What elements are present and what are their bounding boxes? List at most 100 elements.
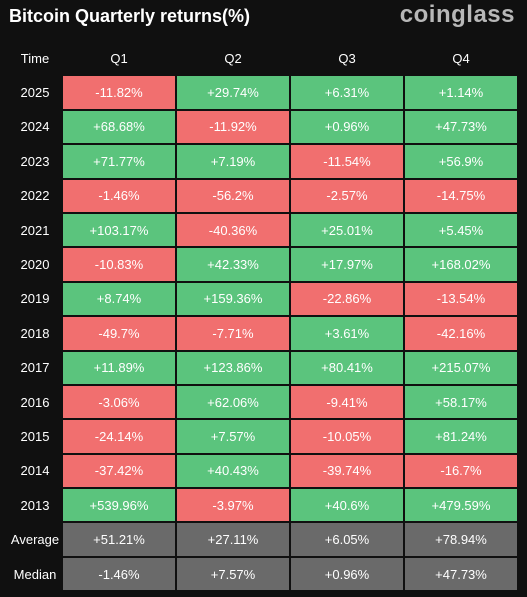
- summary-label: Median: [13, 566, 57, 582]
- summary-row: Average +51.21% +27.11% +6.05% +78.94%: [9, 523, 517, 556]
- return-cell: -14.75%: [405, 179, 517, 212]
- summary-cell: +27.11%: [177, 523, 289, 556]
- summary-label: Average: [10, 532, 60, 548]
- return-cell: +7.19%: [177, 145, 289, 178]
- return-cell: -13.54%: [405, 282, 517, 316]
- return-cell: -10.05%: [291, 420, 403, 453]
- return-cell: -11.82%: [63, 76, 175, 109]
- return-cell: +479.59%: [405, 489, 517, 522]
- return-cell: -22.86%: [291, 282, 403, 316]
- column-header-q3: Q3: [338, 50, 356, 66]
- return-cell: +159.36%: [177, 282, 289, 316]
- return-cell: +0.96%: [291, 110, 403, 144]
- table-row: 2021 +103.17% -40.36% +25.01% +5.45%: [9, 213, 517, 247]
- return-cell: +11.89%: [63, 351, 175, 384]
- return-cell: +25.01%: [291, 213, 403, 247]
- table-row: 2015 -24.14% +7.57% -10.05% +81.24%: [9, 420, 517, 453]
- return-cell: +40.43%: [177, 454, 289, 488]
- return-cell: +539.96%: [63, 489, 175, 522]
- return-cell: +40.6%: [291, 489, 403, 522]
- return-cell: -3.97%: [177, 489, 289, 522]
- year-label: 2024: [20, 119, 50, 135]
- year-label: 2018: [20, 325, 50, 341]
- return-cell: -39.74%: [291, 454, 403, 488]
- return-cell: -42.16%: [405, 317, 517, 350]
- return-cell: +7.57%: [177, 420, 289, 453]
- column-header-q1: Q1: [110, 50, 128, 66]
- return-cell: +168.02%: [405, 248, 517, 281]
- table-body: 2025 -11.82% +29.74% +6.31% +1.14% 2024 +68.68…: [9, 76, 517, 591]
- table-row: 2016 -3.06% +62.06% -9.41% +58.17%: [9, 385, 517, 419]
- year-label: 2023: [20, 153, 50, 169]
- return-cell: +8.74%: [63, 282, 175, 316]
- return-cell: -16.7%: [405, 454, 517, 488]
- return-cell: +42.33%: [177, 248, 289, 281]
- table-row: 2017 +11.89% +123.86% +80.41% +215.07%: [9, 351, 517, 384]
- return-cell: +215.07%: [405, 351, 517, 384]
- header-row: Time Q1 Q2 Q3 Q4: [9, 42, 517, 74]
- return-cell: -37.42%: [63, 454, 175, 488]
- table-row: 2025 -11.82% +29.74% +6.31% +1.14%: [9, 76, 517, 109]
- year-label: 2025: [20, 85, 50, 101]
- summary-cell: +51.21%: [63, 523, 175, 556]
- return-cell: -24.14%: [63, 420, 175, 453]
- return-cell: +6.31%: [291, 76, 403, 109]
- table-row: 2018 -49.7% -7.71% +3.61% -42.16%: [9, 317, 517, 350]
- quarterly-returns-table: Time Q1 Q2 Q3 Q4 2025 -11.82% +29.74% +6.31…: [7, 40, 519, 592]
- return-cell: -1.46%: [63, 179, 175, 212]
- table-row: 2023 +71.77% +7.19% -11.54% +56.9%: [9, 145, 517, 178]
- summary-cell: -1.46%: [63, 557, 175, 591]
- return-cell: -2.57%: [291, 179, 403, 212]
- year-label: 2014: [20, 463, 50, 479]
- column-header-q2: Q2: [224, 50, 242, 66]
- summary-cell: +7.57%: [177, 557, 289, 591]
- column-header-q4: Q4: [452, 50, 470, 66]
- table-row: 2013 +539.96% -3.97% +40.6% +479.59%: [9, 489, 517, 522]
- return-cell: +81.24%: [405, 420, 517, 453]
- summary-cell: +78.94%: [405, 523, 517, 556]
- year-label: 2019: [20, 291, 50, 307]
- return-cell: +17.97%: [291, 248, 403, 281]
- return-cell: -11.54%: [291, 145, 403, 178]
- return-cell: +5.45%: [405, 213, 517, 247]
- return-cell: -11.92%: [177, 110, 289, 144]
- return-cell: +47.73%: [405, 110, 517, 144]
- summary-cell: +0.96%: [291, 557, 403, 591]
- year-label: 2022: [20, 188, 50, 204]
- return-cell: +3.61%: [291, 317, 403, 350]
- table-row: 2024 +68.68% -11.92% +0.96% +47.73%: [9, 110, 517, 144]
- return-cell: -40.36%: [177, 213, 289, 247]
- chart-title: Bitcoin Quarterly returns(%): [9, 6, 251, 26]
- summary-cell: +6.05%: [291, 523, 403, 556]
- table-row: 2019 +8.74% +159.36% -22.86% -13.54%: [9, 282, 517, 316]
- return-cell: +80.41%: [291, 351, 403, 384]
- year-label: 2021: [20, 222, 50, 238]
- coinglass-logo: coinglass: [399, 1, 515, 28]
- return-cell: -49.7%: [63, 317, 175, 350]
- return-cell: +1.14%: [405, 76, 517, 109]
- return-cell: -10.83%: [63, 248, 175, 281]
- return-cell: +58.17%: [405, 385, 517, 419]
- table-row: 2022 -1.46% -56.2% -2.57% -14.75%: [9, 179, 517, 212]
- return-cell: +62.06%: [177, 385, 289, 419]
- return-cell: -56.2%: [177, 179, 289, 212]
- summary-row: Median -1.46% +7.57% +0.96% +47.73%: [9, 557, 517, 591]
- return-cell: +123.86%: [177, 351, 289, 384]
- year-label: 2016: [20, 394, 50, 410]
- column-header-time: Time: [20, 50, 50, 66]
- year-label: 2013: [20, 497, 50, 513]
- return-cell: +29.74%: [177, 76, 289, 109]
- return-cell: +56.9%: [405, 145, 517, 178]
- return-cell: +68.68%: [63, 110, 175, 144]
- table-row: 2014 -37.42% +40.43% -39.74% -16.7%: [9, 454, 517, 488]
- return-cell: -9.41%: [291, 385, 403, 419]
- year-label: 2015: [20, 428, 50, 444]
- return-cell: -7.71%: [177, 317, 289, 350]
- return-cell: -3.06%: [63, 385, 175, 419]
- summary-cell: +47.73%: [405, 557, 517, 591]
- return-cell: +71.77%: [63, 145, 175, 178]
- table-row: 2020 -10.83% +42.33% +17.97% +168.02%: [9, 248, 517, 281]
- year-label: 2020: [20, 257, 50, 273]
- return-cell: +103.17%: [63, 213, 175, 247]
- year-label: 2017: [20, 360, 50, 376]
